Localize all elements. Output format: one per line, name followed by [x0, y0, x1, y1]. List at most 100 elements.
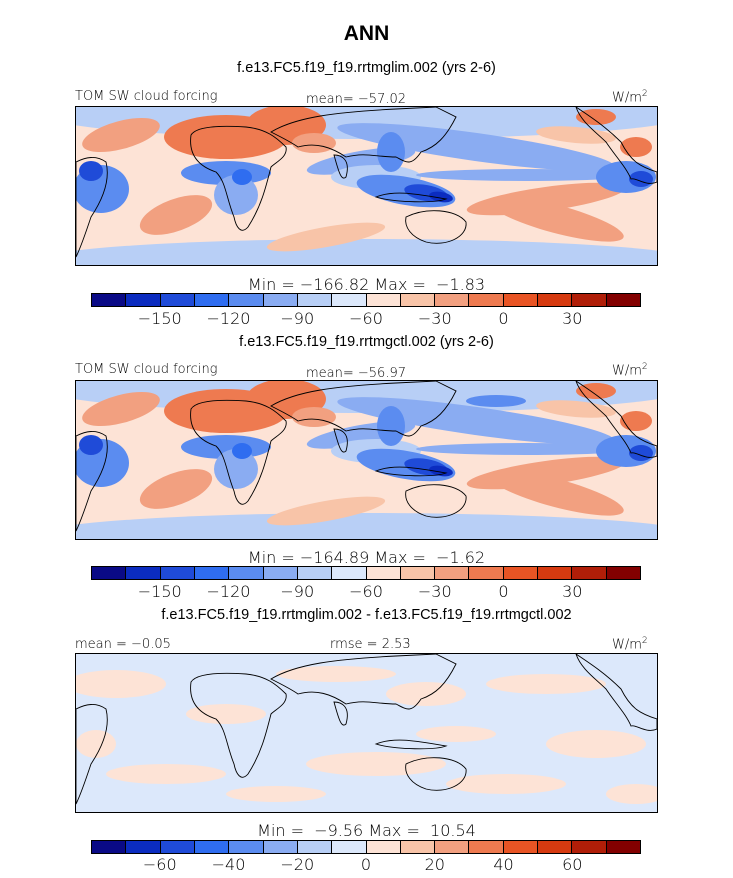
colorbar-swatch [297, 294, 333, 306]
colorbar-swatch [572, 294, 607, 306]
coastline [190, 399, 287, 505]
colorbar-swatch [92, 294, 127, 306]
panel3-unit-label: W/m2 [612, 636, 648, 653]
colorbar-swatch [126, 567, 161, 579]
panel3-case-title: f.e13.FC5.f19_f19.rrtmglim.002 - f.e13.F… [161, 607, 572, 623]
panel3-rmse-label: rmse = 2.53 [330, 637, 411, 652]
colorbar-tick-label: −60 [349, 309, 383, 328]
coastline [270, 654, 457, 710]
colorbar-tick-label: −60 [349, 582, 383, 601]
contour-region [377, 132, 405, 172]
contour-region [76, 239, 657, 265]
colorbar-swatch [297, 841, 333, 853]
colorbar-tick-label: −120 [206, 309, 251, 328]
colorbar-swatch [435, 294, 470, 306]
panel1-map [75, 106, 658, 266]
contour-region [429, 191, 453, 203]
colorbar-swatch [366, 294, 401, 306]
colorbar-tick-label: −30 [417, 309, 452, 328]
contour-region [606, 784, 657, 804]
colorbar-tick-label: 0 [498, 309, 509, 328]
coastline [190, 672, 287, 778]
colorbar-swatch [297, 567, 333, 579]
contour-region [82, 391, 160, 427]
contour-region [139, 469, 213, 509]
colorbar-swatch [572, 567, 607, 579]
panel2-colorbar-ticks: −150 −120 −90 −60 −30 0 30 [91, 582, 641, 602]
contour-region [446, 774, 566, 794]
contour-region [429, 465, 453, 477]
contour-region [79, 435, 103, 455]
coastline [76, 704, 108, 805]
coastline [575, 381, 657, 458]
colorbar-tick-label: −120 [206, 582, 251, 601]
colorbar-tick-label: 40 [493, 855, 514, 874]
colorbar-swatch [229, 841, 264, 853]
colorbar-swatch [92, 841, 127, 853]
colorbar-tick-label: 60 [562, 855, 583, 874]
contour-region [76, 730, 116, 758]
colorbar-tick-label: −150 [137, 582, 182, 601]
coastline [333, 154, 348, 179]
colorbar-swatch [469, 294, 504, 306]
coastline [76, 157, 108, 258]
contour-region [82, 117, 160, 153]
colorbar-tick-label: 30 [562, 309, 583, 328]
colorbar-swatch [332, 841, 367, 853]
colorbar-tick-label: −30 [417, 582, 452, 601]
colorbar-swatch [332, 294, 367, 306]
colorbar-tick-label: 0 [498, 582, 509, 601]
colorbar-swatch [229, 567, 264, 579]
contour-region [337, 397, 615, 445]
contour-region [377, 406, 405, 446]
panel1-colorbar [91, 293, 641, 307]
colorbar-swatch [606, 294, 640, 306]
coastline [333, 428, 348, 453]
coastline [575, 654, 657, 731]
contour-region [488, 470, 624, 516]
coastline [575, 107, 657, 184]
coastline [374, 466, 448, 477]
coastline [405, 210, 467, 244]
contour-region [576, 383, 616, 399]
panel3-mean-label: mean = −0.05 [75, 637, 171, 652]
colorbar-tick-label: −60 [142, 855, 177, 874]
colorbar-swatch [263, 294, 298, 306]
coastline [270, 381, 457, 437]
coastline [374, 739, 448, 750]
colorbar-tick-label: 0 [360, 855, 372, 874]
panel2-mean-label: mean= −56.97 [306, 366, 407, 381]
colorbar-swatch [538, 841, 573, 853]
colorbar-swatch [538, 294, 573, 306]
colorbar-swatch [160, 294, 195, 306]
contour-region [486, 674, 606, 694]
colorbar-swatch [229, 294, 264, 306]
colorbar-swatch [469, 841, 504, 853]
colorbar-swatch [606, 567, 640, 579]
colorbar-swatch [400, 567, 436, 579]
contour-region [292, 407, 336, 427]
colorbar-swatch [400, 294, 436, 306]
panel2-unit-label: W/m2 [612, 362, 648, 379]
colorbar-tick-label: −40 [211, 855, 246, 874]
colorbar-swatch [366, 841, 401, 853]
panel1-mean-label: mean= −57.02 [306, 92, 407, 107]
contour-region [276, 666, 396, 682]
contour-region [576, 109, 616, 125]
figure-title: ANN [343, 22, 390, 45]
coastline [405, 484, 467, 518]
panel1-minmax: Min = −166.82 Max = −1.83 [247, 275, 486, 294]
colorbar-swatch [332, 567, 367, 579]
panel3-map [75, 653, 658, 813]
colorbar-swatch [126, 841, 161, 853]
contour-region [620, 137, 652, 157]
contour-region [466, 395, 526, 407]
colorbar-swatch [194, 841, 230, 853]
colorbar-swatch [92, 567, 127, 579]
panel3-colorbar-ticks: −60 −40 −20 0 20 40 60 [91, 855, 641, 875]
contour-region [76, 670, 166, 698]
colorbar-swatch [469, 567, 504, 579]
contour-region [386, 682, 466, 706]
panel2-case-title: f.e13.FC5.f19_f19.rrtmgctl.002 (yrs 2-6) [239, 334, 494, 350]
contour-region [139, 195, 213, 235]
